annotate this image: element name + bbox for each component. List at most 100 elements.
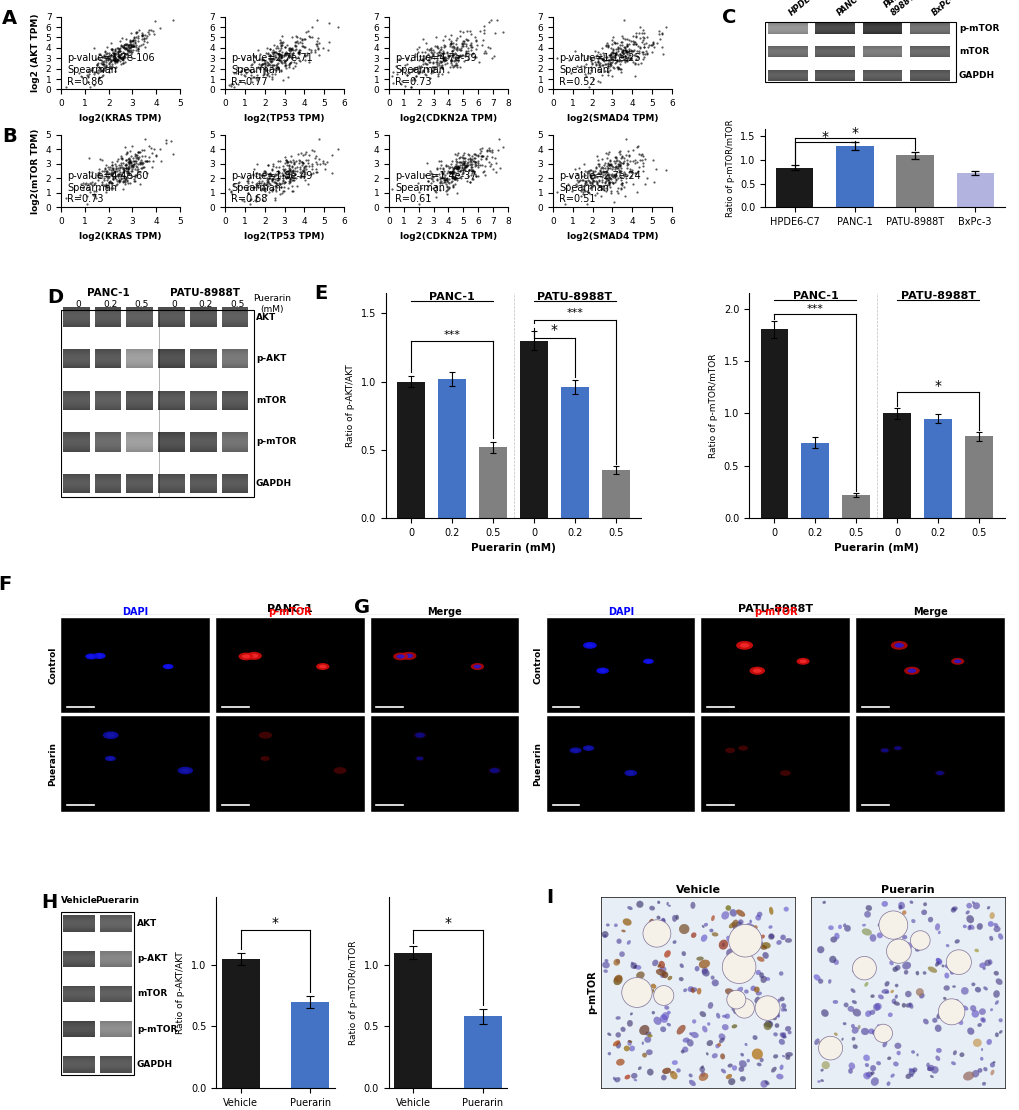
Ellipse shape (951, 907, 957, 910)
Point (118, 151, 135, 169)
Point (466, 145, 482, 163)
Point (648, 161, 664, 179)
Point (290, 43, 307, 61)
Point (130, 150, 147, 168)
Point (437, 171, 453, 189)
Point (280, 39, 297, 57)
Point (420, 49, 436, 67)
Point (611, 180, 628, 198)
Point (104, 41, 120, 59)
Ellipse shape (473, 665, 481, 668)
Point (108, 170, 124, 188)
Point (621, 42, 637, 60)
Title: DAPI: DAPI (122, 607, 149, 617)
Point (264, 50, 280, 68)
Ellipse shape (995, 978, 1002, 985)
Point (610, 52, 627, 70)
Point (270, 50, 286, 68)
Point (579, 175, 595, 193)
Point (568, 178, 584, 195)
Ellipse shape (740, 1005, 745, 1009)
Ellipse shape (621, 929, 625, 932)
Point (122, 46, 139, 63)
Point (136, 142, 152, 160)
Point (438, 54, 454, 72)
Ellipse shape (993, 924, 998, 927)
Point (282, 40, 299, 58)
Point (260, 173, 276, 191)
Point (297, 51, 313, 69)
Point (248, 168, 264, 185)
Point (275, 53, 291, 71)
Ellipse shape (944, 972, 949, 978)
Point (440, 159, 457, 176)
Ellipse shape (764, 1080, 768, 1084)
Point (593, 180, 609, 198)
Point (308, 161, 324, 179)
Ellipse shape (569, 747, 581, 754)
Ellipse shape (850, 988, 855, 993)
Point (109, 172, 125, 190)
Point (111, 40, 127, 58)
Point (627, 36, 643, 53)
Point (609, 154, 626, 172)
Point (88, 182, 104, 200)
Ellipse shape (763, 1023, 766, 1026)
Point (629, 47, 645, 64)
Point (447, 150, 464, 168)
Point (464, 162, 480, 180)
Point (434, 56, 450, 73)
Point (613, 49, 630, 67)
Point (467, 157, 483, 174)
Point (283, 165, 300, 183)
Point (143, 21, 159, 39)
Point (403, 62, 419, 80)
Point (277, 149, 293, 166)
Point (615, 11, 632, 29)
Point (266, 50, 282, 68)
Circle shape (878, 911, 907, 939)
Point (440, 48, 457, 65)
Point (312, 155, 328, 173)
Point (436, 48, 452, 65)
Point (431, 46, 447, 63)
Point (446, 170, 463, 188)
Point (260, 157, 276, 174)
Point (256, 51, 272, 69)
Point (581, 166, 597, 184)
Point (259, 52, 275, 70)
Point (120, 41, 137, 59)
Ellipse shape (872, 1003, 879, 1011)
Point (424, 63, 440, 81)
Point (438, 178, 454, 195)
Point (441, 163, 458, 181)
Point (597, 164, 613, 182)
Text: PANC-1: PANC-1 (267, 604, 313, 615)
Point (418, 56, 434, 73)
Point (104, 58, 120, 75)
Point (120, 162, 137, 180)
Point (453, 153, 470, 171)
Point (108, 50, 124, 68)
Point (591, 56, 607, 73)
Point (451, 41, 468, 59)
Ellipse shape (732, 1066, 737, 1070)
Ellipse shape (818, 1041, 822, 1045)
Point (118, 36, 135, 53)
Point (461, 46, 477, 63)
Ellipse shape (738, 919, 743, 925)
Point (604, 169, 621, 186)
Point (464, 161, 480, 179)
Point (598, 34, 614, 52)
Point (73, 67, 90, 84)
Point (609, 40, 626, 58)
Ellipse shape (949, 968, 956, 975)
Point (640, 37, 656, 54)
Point (114, 159, 130, 176)
Point (624, 163, 640, 181)
Point (407, 46, 423, 63)
Point (443, 47, 460, 64)
Point (430, 43, 446, 61)
Point (417, 34, 433, 52)
Text: G: G (354, 598, 370, 617)
